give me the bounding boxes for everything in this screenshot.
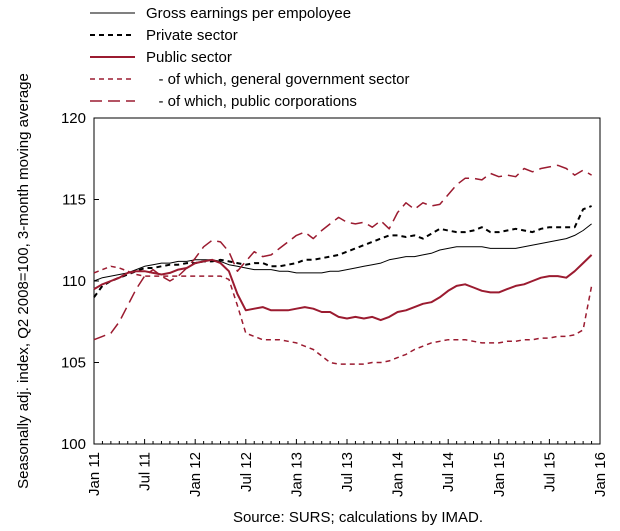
y-axis-label: Seasonally adj. index, Q2 2008=100, 3-mo…	[15, 73, 32, 489]
source-note: Source: SURS; calculations by IMAD.	[233, 509, 483, 526]
legend-label-4: - of which, general government sector	[146, 71, 409, 88]
x-tick-label: Jul 13	[339, 452, 356, 492]
series-lines	[93, 164, 593, 365]
y-tick-label: 100	[61, 436, 86, 453]
x-tick-label: Jan 12	[187, 452, 204, 497]
x-tick-label: Jan 13	[288, 452, 305, 497]
y-tick-label: 115	[62, 192, 86, 209]
x-tick-label: Jul 15	[541, 452, 558, 492]
legend-label-1: Gross earnings per empoloyee	[146, 5, 351, 22]
series-line-3	[93, 254, 593, 322]
x-tick-label: Jul 14	[440, 452, 457, 492]
y-tick-label: 110	[62, 273, 86, 290]
legend-label-5: - of which, public corporations	[146, 93, 357, 110]
x-axis: Jan 11 Jul 11 Jan 12 Jul 12 Jan 13 Jul 13 Jan …	[86, 439, 609, 497]
legend-label-2: Private sector	[146, 27, 238, 44]
series-line-1	[93, 223, 592, 282]
series-line-4	[93, 265, 593, 365]
x-tick-label: Jul 11	[137, 452, 154, 491]
y-axis: 100 105 110 115 120	[61, 110, 99, 453]
series-line-2	[93, 205, 592, 298]
x-tick-label: Jan 15	[491, 452, 508, 497]
x-tick-label: Jan 11	[86, 452, 103, 496]
y-tick-label: 120	[61, 110, 86, 127]
x-tick-label: Jul 12	[238, 452, 255, 492]
x-tick-label: Jan 16	[592, 452, 609, 497]
series-line-5	[93, 164, 592, 341]
legend: Gross earnings per empoloyee Private sect…	[90, 5, 409, 110]
legend-label-3: Public sector	[146, 49, 232, 66]
y-tick-label: 105	[61, 355, 86, 372]
x-tick-label: Jan 14	[390, 452, 407, 497]
